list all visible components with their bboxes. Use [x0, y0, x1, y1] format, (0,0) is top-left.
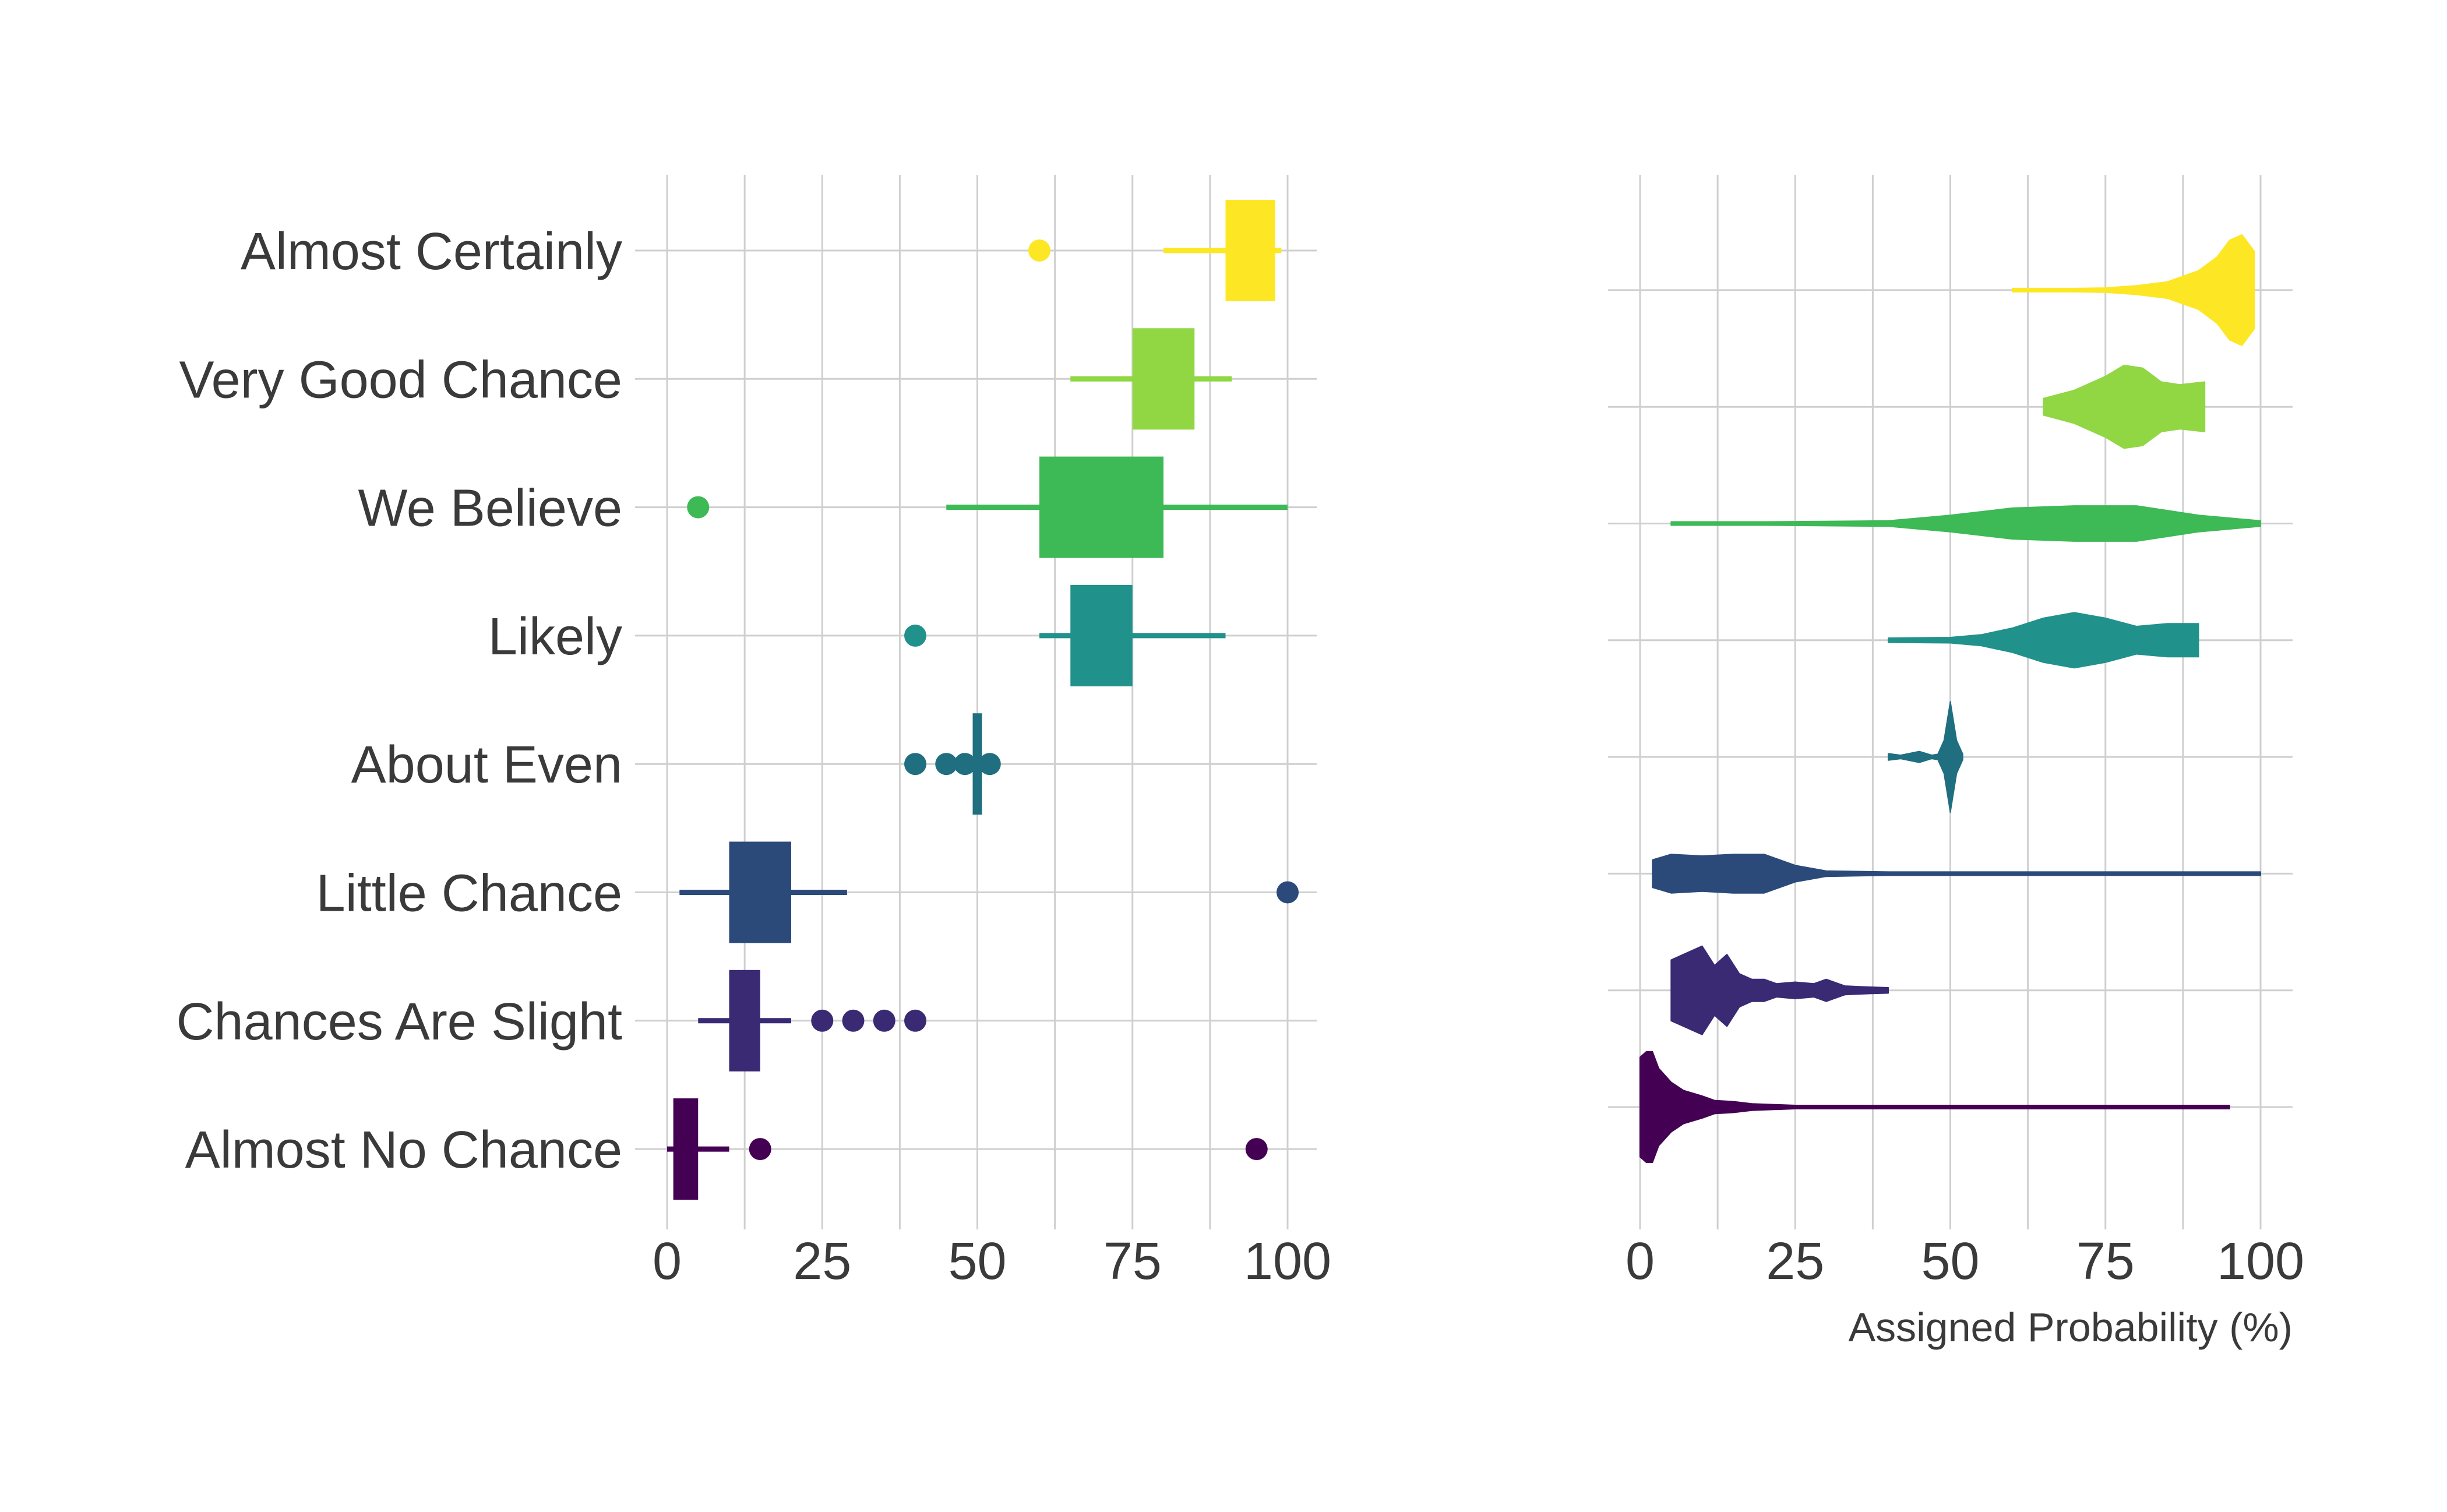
box-plot-x-tick-labels: 0 25 50 75 100 — [653, 1232, 1331, 1291]
box-about-even — [972, 713, 982, 815]
violin-chances-are-slight — [1670, 945, 1889, 1035]
violin-x-tick-label: 25 — [1766, 1232, 1824, 1291]
violin-about-even — [1888, 701, 1963, 813]
box-x-tick-label: 100 — [1244, 1232, 1331, 1291]
outlier-point-about-even — [904, 753, 926, 776]
violin-likely — [1888, 612, 2199, 669]
outlier-point-about-even — [978, 753, 1001, 776]
violin-very-good-chance — [2043, 364, 2206, 449]
outlier-point-almost-no-chance — [1245, 1138, 1268, 1161]
box-almost-no-chance — [673, 1098, 699, 1200]
box-likely — [1070, 584, 1133, 686]
category-label-about-even: About Even — [351, 736, 622, 794]
box-chances-are-slight — [729, 970, 760, 1072]
violin-almost-no-chance — [1639, 1051, 2230, 1163]
outlier-point-we-believe — [687, 496, 710, 519]
outlier-point-about-even — [935, 753, 958, 776]
outlier-point-chances-are-slight — [842, 1009, 865, 1032]
violin-plot-x-axis-title: Assigned Probability (%) — [1848, 1305, 2293, 1350]
box-x-tick-label: 75 — [1103, 1232, 1162, 1291]
box-plot-marks — [667, 200, 1299, 1200]
outlier-point-chances-are-slight — [873, 1009, 895, 1032]
box-little-chance — [729, 841, 791, 943]
violin-x-tick-label: 75 — [2076, 1232, 2135, 1291]
violin-little-chance — [1652, 854, 2261, 894]
box-plot-panel: Almost Certainly Very Good Chance We Belie… — [177, 175, 1331, 1291]
violin-x-tick-label: 0 — [1626, 1232, 1655, 1291]
outlier-point-likely — [904, 624, 926, 647]
box-very-good-chance — [1132, 328, 1195, 430]
category-label-very-good-chance: Very Good Chance — [179, 351, 622, 409]
category-label-we-believe: We Believe — [358, 480, 622, 538]
box-x-tick-label: 50 — [948, 1232, 1006, 1291]
category-label-little-chance: Little Chance — [316, 865, 622, 923]
violin-plot-x-tick-labels: 0 25 50 75 100 — [1626, 1232, 2304, 1291]
violin-almost-certainly — [2012, 234, 2255, 346]
outlier-point-almost-certainly — [1028, 239, 1050, 262]
box-we-believe — [1039, 456, 1163, 558]
violin-x-tick-label: 100 — [2217, 1232, 2304, 1291]
box-x-tick-label: 0 — [653, 1232, 682, 1291]
box-almost-certainly — [1225, 200, 1275, 301]
violin-plot-marks — [1639, 234, 2261, 1163]
category-label-likely: Likely — [488, 608, 622, 666]
category-label-almost-certainly: Almost Certainly — [241, 223, 622, 281]
outlier-point-about-even — [954, 753, 976, 776]
violin-plot-panel: 0 25 50 75 100 Assigned Probability (%) — [1608, 175, 2304, 1350]
outlier-point-chances-are-slight — [904, 1009, 926, 1032]
outlier-point-little-chance — [1277, 881, 1299, 904]
box-x-tick-label: 25 — [793, 1232, 851, 1291]
violin-x-tick-label: 50 — [1921, 1232, 1979, 1291]
category-label-almost-no-chance: Almost No Chance — [185, 1121, 622, 1179]
outlier-point-almost-no-chance — [749, 1138, 771, 1161]
box-plot-category-labels: Almost Certainly Very Good Chance We Belie… — [177, 223, 622, 1179]
outlier-point-chances-are-slight — [811, 1009, 834, 1032]
category-label-chances-are-slight: Chances Are Slight — [177, 993, 622, 1051]
violin-we-believe — [1670, 505, 2261, 542]
